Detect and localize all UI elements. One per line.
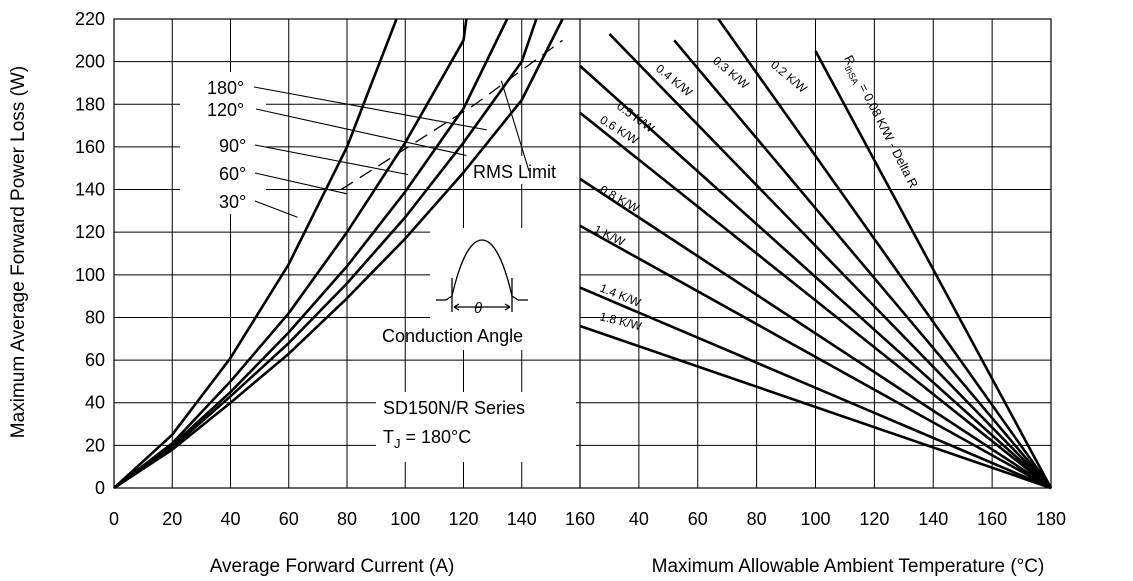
- x-tick-current-100: 100: [390, 509, 420, 529]
- y-tick-0: 0: [95, 478, 105, 498]
- angle-label-180: 180°: [207, 78, 244, 98]
- label-mask-2: [430, 228, 580, 350]
- series-temp-1: [717, 18, 1053, 489]
- series-current-4: [113, 18, 398, 489]
- data-series: [113, 18, 1053, 490]
- series-temp-3: [608, 33, 1052, 489]
- leader-line-2: [254, 144, 409, 176]
- x-axis-title-current: Average Forward Current (A): [210, 556, 455, 577]
- leader-line-3: [254, 172, 348, 195]
- x-tick-current-0: 0: [109, 509, 119, 529]
- series-current-5: [340, 39, 563, 191]
- y-tick-160: 160: [75, 137, 105, 157]
- x-tick-current-80: 80: [337, 509, 357, 529]
- rms-limit-label: RMS Limit: [473, 162, 556, 182]
- leader-line-0: [253, 86, 487, 131]
- series-temp-7: [579, 224, 1052, 490]
- conduction-angle-label: Conduction Angle: [382, 326, 523, 346]
- series-current-1: [113, 18, 538, 490]
- angle-label-90: 90°: [219, 136, 246, 156]
- x-tick-current-140: 140: [507, 509, 537, 529]
- angle-label-30: 30°: [219, 192, 246, 212]
- x-tick-temp-40: 40: [629, 509, 649, 529]
- x-tick-temp-100: 100: [800, 509, 830, 529]
- x-tick-temp-120: 120: [859, 509, 889, 529]
- series-temp-8: [579, 286, 1052, 490]
- plot-border: [113, 18, 1052, 489]
- x-tick-temp-180: 180: [1036, 509, 1066, 529]
- label-mask-1: [468, 156, 580, 184]
- x-tick-current-40: 40: [220, 509, 240, 529]
- plot-frame: [113, 18, 1052, 489]
- leader-line-1: [255, 108, 467, 156]
- series-temp-0: [814, 50, 1053, 489]
- label-masks: [180, 72, 580, 462]
- angle-leader-lines: [253, 80, 530, 218]
- angle-label-60: 60°: [219, 164, 246, 184]
- y-tick-120: 120: [75, 222, 105, 242]
- theta-symbol: θ: [474, 300, 482, 317]
- x-tick-temp-160: 160: [977, 509, 1007, 529]
- y-tick-220: 220: [75, 9, 105, 29]
- y-axis-title: Maximum Average Forward Power Loss (W): [8, 66, 29, 438]
- y-tick-140: 140: [75, 180, 105, 200]
- series-temp-2: [673, 39, 1052, 489]
- x-tick-temp-80: 80: [747, 509, 767, 529]
- series-temp-5: [579, 111, 1052, 490]
- x-tick-temp-60: 60: [688, 509, 708, 529]
- x-tick-current-160: 160: [565, 509, 595, 529]
- y-tick-100: 100: [75, 265, 105, 285]
- label-mask-0: [180, 72, 266, 214]
- x-tick-current-60: 60: [279, 509, 299, 529]
- tj-value: = 180°C: [401, 427, 472, 447]
- series-current-2: [113, 18, 509, 490]
- y-tick-200: 200: [75, 52, 105, 72]
- series-current-3: [113, 18, 468, 490]
- tj-subscript: J: [394, 436, 401, 451]
- device-series-label: SD150N/R Series: [383, 398, 525, 418]
- y-tick-180: 180: [75, 94, 105, 114]
- series-temp-9: [579, 324, 1052, 490]
- junction-temperature-label: TJ = 180°C: [383, 427, 471, 451]
- angle-label-120: 120°: [207, 100, 244, 120]
- label-mask-3: [376, 392, 576, 462]
- series-current-0: [113, 18, 564, 490]
- x-tick-temp-140: 140: [918, 509, 948, 529]
- x-tick-current-20: 20: [162, 509, 182, 529]
- leader-line-5: [500, 80, 530, 172]
- x-tick-current-120: 120: [448, 509, 478, 529]
- y-tick-60: 60: [85, 350, 105, 370]
- y-tick-80: 80: [85, 307, 105, 327]
- leader-line-4: [254, 200, 298, 218]
- tj-prefix: T: [383, 427, 394, 447]
- series-temp-4: [579, 64, 1052, 489]
- y-tick-20: 20: [85, 435, 105, 455]
- y-tick-40: 40: [85, 393, 105, 413]
- conduction-waveform-icon: [436, 239, 528, 312]
- series-temp-6: [579, 177, 1052, 490]
- x-axis-title-temperature: Maximum Allowable Ambient Temperature (°…: [652, 556, 1045, 577]
- tick-labels: 0 20 40 60 80 100 120 140 160 180 200 220 0 20 40 60 80 1…: [75, 9, 1066, 529]
